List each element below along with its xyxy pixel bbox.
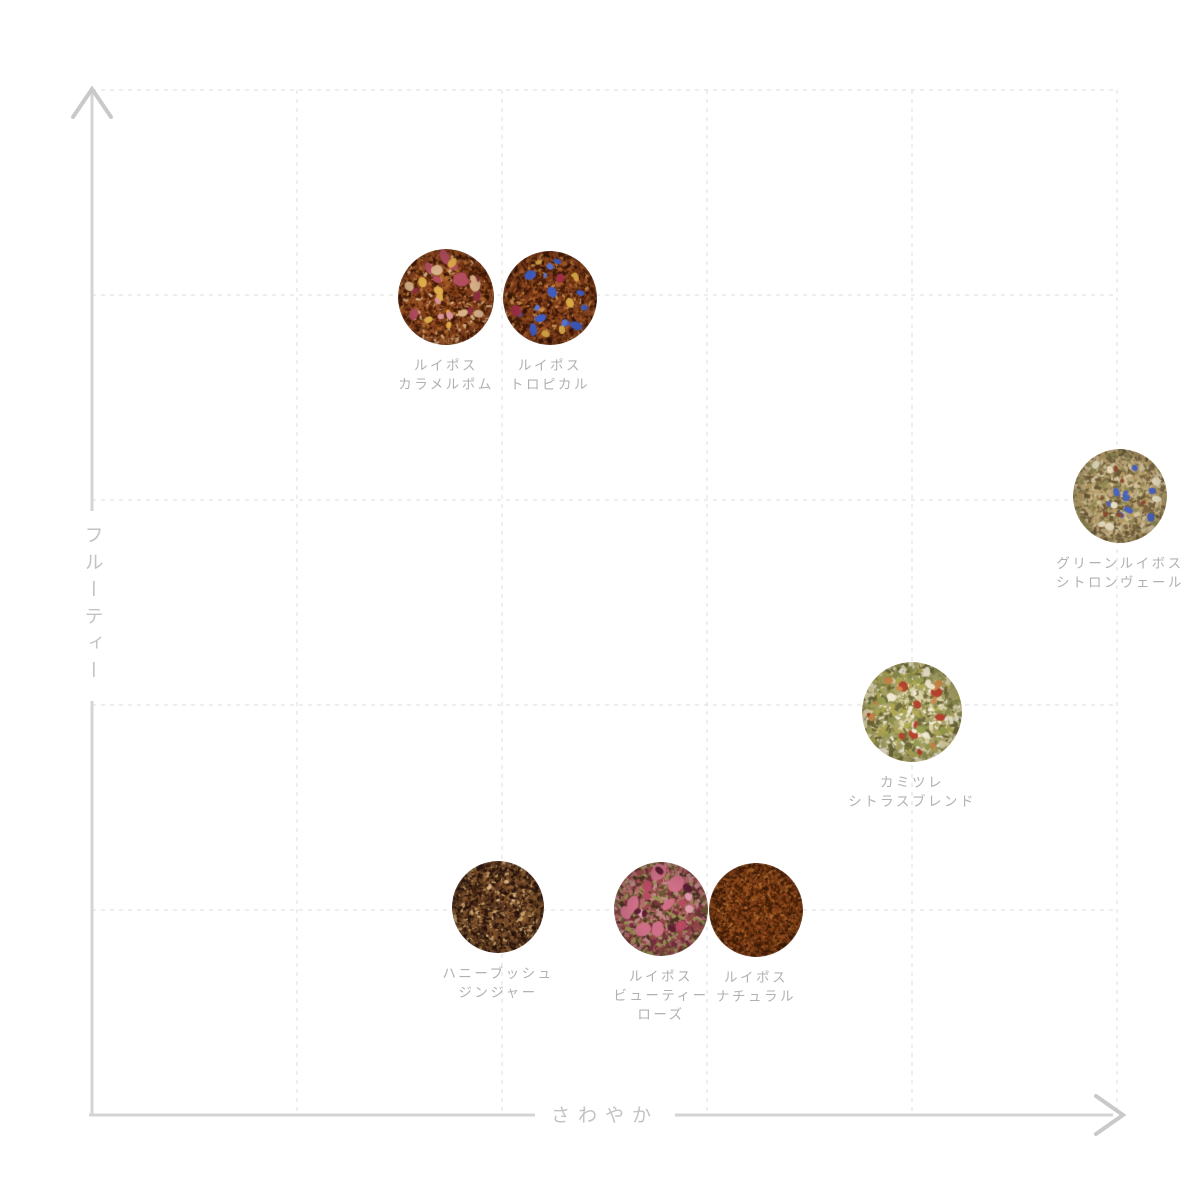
tea-label-honeybush-ginger: ハニーブッシュ ジンジャー (442, 964, 553, 1002)
tea-point-rooibos-tropical: ルイポス トロピカル (503, 251, 597, 392)
tea-label-line: ビューティー (613, 988, 709, 1003)
tea-point-rooibos-beauty-rose: ルイポスビューティー ローズ (613, 862, 708, 1022)
tea-label-rooibos-caramel-pomme: ルイポスカラメルポム (398, 356, 494, 394)
tea-photo-honeybush-ginger (452, 861, 544, 953)
tea-label-rooibos-natural: ルイポス ナチュラル (716, 968, 796, 1006)
tea-label-line: ルイポス (518, 358, 582, 373)
tea-point-honeybush-ginger: ハニーブッシュ ジンジャー (442, 861, 551, 1000)
tea-label-rooibos-beauty-rose: ルイポスビューティー ローズ (613, 967, 708, 1024)
tea-photo-rooibos-caramel-pomme (398, 249, 494, 345)
tea-photo-chamomile-citrus-blend (862, 662, 962, 762)
tea-photo-rooibos-tropical (503, 251, 597, 345)
tea-label-line: ハニーブッシュ (442, 966, 554, 981)
tea-label-line: ジンジャー (458, 985, 538, 1000)
tea-label-line: カラメルポム (398, 377, 494, 392)
tea-label-line: グリーンルイボス (1056, 556, 1184, 571)
tea-label-rooibos-tropical: ルイポス トロピカル (510, 356, 590, 394)
tea-label-line: ルイポス (628, 969, 693, 984)
tea-label-line: カミツレ (879, 775, 944, 790)
tea-point-rooibos-caramel-pomme: ルイポスカラメルポム (398, 249, 494, 392)
tea-label-green-rooibos-citron-vert: グリーンルイボス シトロンヴェール (1056, 554, 1184, 592)
tea-label-line: シトラスブレンド (848, 794, 976, 809)
tea-photo-rooibos-natural (709, 863, 803, 957)
tea-label-line: シトロンヴェール (1056, 575, 1184, 590)
tea-point-chamomile-citrus-blend: カミツレシトラスブレンド (848, 662, 973, 809)
tea-photo-rooibos-beauty-rose (614, 862, 708, 956)
tea-label-line: ルイポス (724, 970, 788, 985)
y-axis-arrow-icon (71, 85, 113, 119)
x-axis-label: さわやか (534, 1098, 676, 1130)
tea-point-rooibos-natural: ルイポス ナチュラル (709, 863, 803, 1004)
tea-label-line: トロピカル (510, 377, 590, 392)
tea-label-line: ルイポス (413, 358, 478, 373)
tea-photo-green-rooibos-citron-vert (1073, 449, 1167, 543)
tea-label-line: ローズ (637, 1007, 685, 1022)
tea-point-green-rooibos-citron-vert: グリーンルイボス シトロンヴェール (1056, 449, 1182, 590)
y-axis-label: フルーティー (75, 511, 109, 701)
tea-label-line: ナチュラル (716, 989, 796, 1004)
x-axis-arrow-icon (1094, 1094, 1127, 1136)
tea-label-chamomile-citrus-blend: カミツレシトラスブレンド (848, 773, 976, 811)
